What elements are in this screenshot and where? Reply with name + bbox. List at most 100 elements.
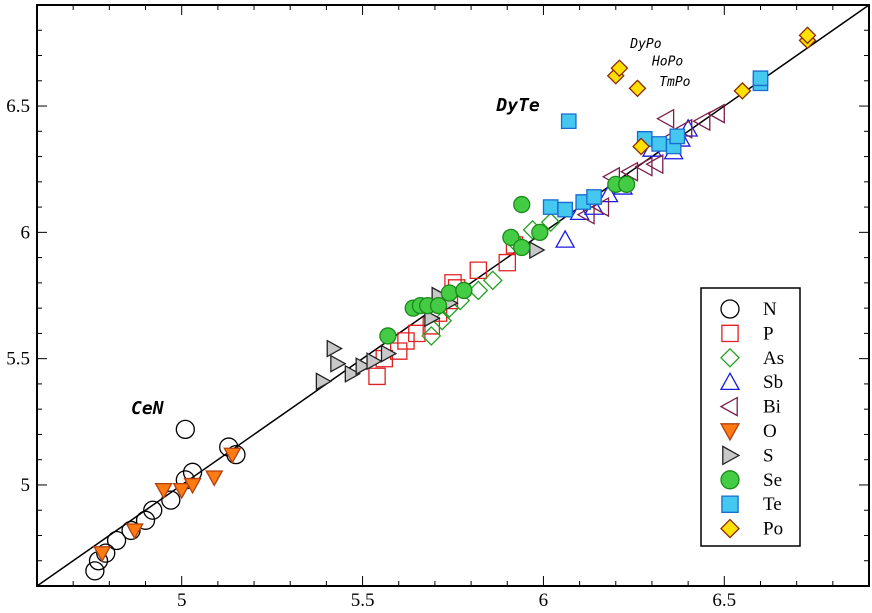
data-point-te: [586, 189, 602, 205]
legend-marker-sb: [719, 371, 741, 391]
data-point-o: [183, 477, 202, 495]
data-point-n: [143, 500, 163, 520]
legend-marker-p: [721, 324, 739, 343]
legend-box: [700, 287, 801, 547]
data-point-as: [540, 212, 561, 233]
axis-ticks: 5 5.5 6 6.5 5 5.5 6 6.5: [6, 4, 870, 611]
data-point-n: [106, 530, 127, 551]
data-point-te: [669, 128, 686, 145]
data-point-s: [529, 240, 546, 260]
data-point-p: [408, 324, 426, 343]
legend-label-te: Te: [763, 494, 782, 515]
annotations: CeN DyTe DyPo HoPo TmPo: [131, 37, 691, 419]
legend-label-o: O: [763, 421, 777, 442]
data-point-n: [226, 444, 246, 465]
data-point-n: [161, 490, 181, 510]
data-point-n: [121, 520, 141, 541]
data-point-p: [389, 342, 408, 360]
plot-frame: [36, 4, 870, 587]
data-point-te: [752, 70, 769, 87]
legend-marker-te: [721, 495, 739, 513]
x-tick-label: 5: [177, 590, 187, 611]
data-point-o: [125, 523, 144, 540]
data-point-p: [469, 261, 488, 279]
legend-label-sb: Sb: [763, 372, 783, 393]
data-point-s: [315, 372, 333, 391]
y-tick-label: 5.5: [6, 349, 30, 370]
data-point-te: [557, 201, 573, 218]
data-point-n: [85, 561, 105, 581]
data-point-n: [135, 510, 156, 530]
legend-marker-se: [720, 470, 740, 490]
data-point-o: [223, 447, 242, 464]
legend-marker-bi: [719, 396, 738, 417]
data-point-p: [368, 367, 386, 386]
data-point-o: [154, 482, 173, 500]
data-point-se: [502, 228, 520, 247]
legend-marker-n: [720, 299, 740, 319]
y-tick-label: 6: [21, 222, 31, 243]
annotation-cen: CeN: [131, 398, 165, 419]
data-point-o: [93, 546, 112, 563]
data-point-bi: [692, 111, 711, 132]
data-point-as: [421, 325, 442, 346]
legend-label-bi: Bi: [763, 397, 781, 418]
data-point-o: [172, 482, 191, 500]
legend-marker-o: [719, 423, 741, 442]
legend-label-po: Po: [763, 519, 783, 540]
legend-label-n: N: [763, 299, 777, 320]
data-point-po: [610, 59, 629, 78]
data-point-as: [482, 270, 503, 291]
data-point-te: [542, 199, 559, 215]
x-tick-label: 6.5: [712, 590, 736, 611]
data-point-se: [531, 223, 549, 241]
x-tick-label: 5.5: [351, 590, 375, 611]
legend-marker-s: [722, 445, 741, 466]
data-point-bi: [656, 108, 675, 129]
data-point-se: [440, 284, 459, 302]
legend-label-s: S: [763, 445, 774, 466]
data-point-te: [560, 113, 577, 130]
annotation-dyte: DyTe: [495, 95, 540, 116]
data-point-s: [424, 309, 441, 328]
data-point-se: [617, 175, 636, 194]
data-point-s: [326, 339, 343, 358]
y-tick-label: 5: [21, 475, 31, 496]
data-point-n: [175, 419, 195, 440]
data-point-se: [429, 296, 448, 315]
data-point-te: [651, 136, 668, 152]
data-point-bi: [576, 204, 595, 225]
data-points: [85, 26, 817, 581]
data-point-bi: [706, 103, 725, 124]
data-point-p: [498, 253, 517, 272]
data-point-po: [628, 79, 647, 98]
data-point-s: [355, 357, 372, 376]
data-point-po: [632, 137, 651, 156]
data-point-se: [379, 327, 397, 345]
data-point-se: [455, 281, 473, 300]
annotation-tmpo: TmPo: [659, 75, 690, 90]
data-point-se: [513, 195, 531, 214]
data-point-o: [205, 470, 224, 487]
data-point-s: [344, 364, 362, 383]
legend: NP As Sb Bi OS Se Te Po: [700, 287, 801, 547]
data-point-sb: [555, 229, 576, 248]
data-point-se: [513, 238, 531, 257]
legend-label-p: P: [763, 323, 774, 344]
legend-marker-as: [720, 347, 740, 368]
data-point-s: [330, 354, 347, 373]
data-point-s: [380, 344, 398, 363]
data-point-as: [468, 280, 489, 301]
x-tick-label: 6: [539, 590, 549, 611]
data-point-bi: [645, 154, 664, 175]
data-point-s: [366, 352, 383, 371]
data-point-po: [733, 81, 752, 100]
y-tick-label: 6.5: [6, 96, 30, 117]
data-point-po: [798, 26, 817, 45]
data-point-n: [96, 543, 116, 563]
legend-label-as: As: [763, 348, 784, 369]
annotation-dypo: DyPo: [629, 37, 661, 52]
legend-marker-po: [720, 518, 740, 539]
annotation-hopo: HoPo: [651, 55, 683, 70]
